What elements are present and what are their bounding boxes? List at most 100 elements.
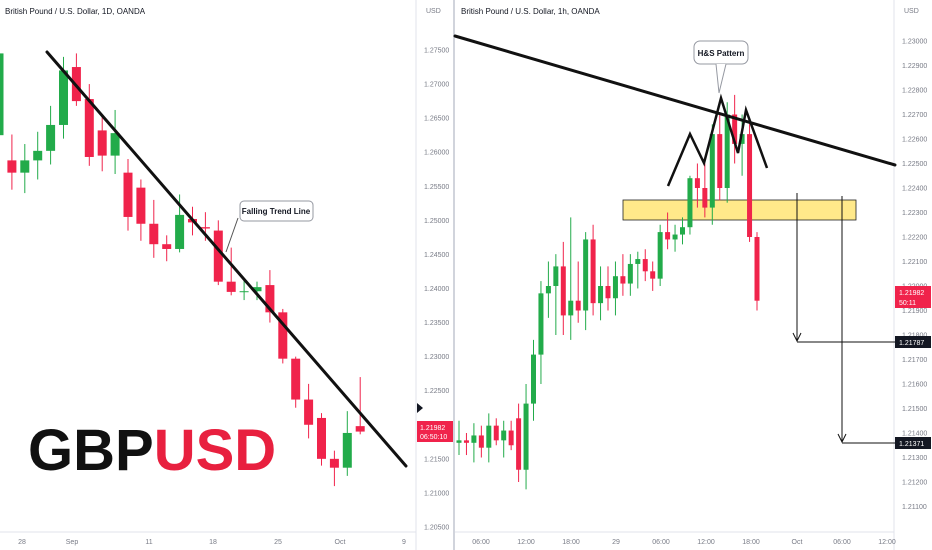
right-candle[interactable] <box>702 163 708 218</box>
right-candle[interactable] <box>687 175 693 235</box>
panel-separator[interactable] <box>453 0 455 550</box>
left-candle[interactable] <box>329 450 339 487</box>
right-candle[interactable] <box>642 249 648 282</box>
right-candle[interactable] <box>471 423 477 463</box>
right-candle[interactable] <box>456 420 462 456</box>
left-candle[interactable] <box>226 247 236 296</box>
left-candle[interactable] <box>136 179 146 241</box>
left-candle-body <box>291 358 301 400</box>
left-candle[interactable] <box>162 235 172 262</box>
collapse-arrow-icon[interactable] <box>417 403 423 413</box>
left-candle[interactable] <box>20 144 30 194</box>
left-price-tick: 1.24500 <box>424 252 449 259</box>
right-candle[interactable] <box>598 266 604 321</box>
right-candle[interactable] <box>672 224 678 252</box>
left-candle[interactable] <box>149 199 159 258</box>
left-candle[interactable] <box>304 383 314 439</box>
right-candle[interactable] <box>568 217 574 340</box>
left-price-tick: 1.26500 <box>424 116 449 123</box>
left-candle[interactable] <box>97 116 107 172</box>
right-candle[interactable] <box>463 433 469 456</box>
right-candle[interactable] <box>553 254 559 335</box>
right-candle[interactable] <box>545 261 551 318</box>
right-time-tick: 06:00 <box>652 539 670 546</box>
left-candle[interactable] <box>71 53 81 106</box>
right-candle[interactable] <box>747 119 753 242</box>
right-candle[interactable] <box>590 224 596 316</box>
left-candle[interactable] <box>84 84 94 166</box>
left-candle[interactable] <box>7 134 17 190</box>
left-candle[interactable] <box>0 43 4 183</box>
left-candle[interactable] <box>291 356 301 408</box>
left-time-tick: 9 <box>402 539 406 546</box>
left-candle[interactable] <box>317 413 326 466</box>
left-candle-body <box>239 291 249 293</box>
right-candle[interactable] <box>650 261 656 291</box>
left-time-axis[interactable]: 28 Sep 11 18 25 Oct 9 <box>18 539 406 546</box>
right-candle-body <box>508 430 514 446</box>
right-candle-body <box>665 232 671 240</box>
right-candle[interactable] <box>538 281 544 384</box>
right-candle[interactable] <box>717 114 723 201</box>
right-candle[interactable] <box>657 224 663 286</box>
left-candle[interactable] <box>278 308 288 364</box>
left-candle[interactable] <box>252 281 262 301</box>
right-candle[interactable] <box>575 261 581 323</box>
right-candle[interactable] <box>605 266 611 311</box>
right-candle[interactable] <box>709 124 715 225</box>
right-candle[interactable] <box>583 232 589 331</box>
left-time-tick: 18 <box>209 539 217 546</box>
right-candle[interactable] <box>493 418 499 446</box>
right-candle-body <box>523 403 529 470</box>
left-candle[interactable] <box>239 279 249 301</box>
right-candle[interactable] <box>508 420 514 451</box>
right-candle-body <box>493 425 499 441</box>
right-candle[interactable] <box>680 217 685 245</box>
right-price-axis[interactable]: 1.23000 1.22900 1.22800 1.22700 1.22600 1.225… <box>902 39 927 512</box>
right-candle[interactable] <box>523 384 529 490</box>
right-candle[interactable] <box>501 420 507 458</box>
right-candle-body <box>754 237 760 301</box>
left-price-tick: 1.21000 <box>424 490 449 497</box>
right-candle-body <box>739 134 745 144</box>
right-candle[interactable] <box>665 212 671 250</box>
left-candle[interactable] <box>110 109 120 175</box>
left-candle[interactable] <box>33 131 43 180</box>
right-candle[interactable] <box>627 254 633 296</box>
right-candle[interactable] <box>516 403 522 482</box>
right-candle[interactable] <box>620 254 626 296</box>
ticker-base: GBP <box>28 418 154 483</box>
right-candle[interactable] <box>612 261 618 316</box>
left-candle[interactable] <box>123 159 133 231</box>
left-time-tick: 25 <box>274 539 282 546</box>
right-candle[interactable] <box>754 232 760 311</box>
right-candle[interactable] <box>478 425 484 458</box>
left-candle[interactable] <box>213 220 223 286</box>
right-candle[interactable] <box>635 251 641 289</box>
right-time-axis[interactable]: 06:00 12:00 18:00 29 06:00 12:00 18:00 Oct 06:00… <box>472 539 896 546</box>
right-candle[interactable] <box>531 339 536 421</box>
right-candle[interactable] <box>732 94 738 164</box>
left-candle-body <box>97 130 107 156</box>
right-candle[interactable] <box>486 413 492 463</box>
right-candle-body <box>471 435 477 443</box>
left-candle-body <box>123 172 133 217</box>
falling-trend-line[interactable] <box>45 50 408 468</box>
left-candle-body <box>136 187 146 224</box>
head-and-shoulders-pattern[interactable] <box>666 93 769 187</box>
left-price-axis[interactable]: 1.27500 1.27000 1.26500 1.26000 1.25500 1.250… <box>424 48 449 532</box>
right-currency-label: USD <box>904 8 919 15</box>
right-candle[interactable] <box>694 163 700 208</box>
left-candle[interactable] <box>46 105 56 165</box>
left-candle[interactable] <box>342 411 352 476</box>
left-candle[interactable] <box>265 270 275 323</box>
right-candle-body <box>501 430 507 441</box>
resistance-zone[interactable] <box>622 199 857 221</box>
descending-trend-line[interactable] <box>453 34 897 167</box>
right-candles <box>456 94 760 490</box>
right-time-tick: 12:00 <box>697 539 715 546</box>
left-candle[interactable] <box>355 377 365 435</box>
right-candle[interactable] <box>560 241 566 335</box>
left-candle-body <box>342 432 352 468</box>
